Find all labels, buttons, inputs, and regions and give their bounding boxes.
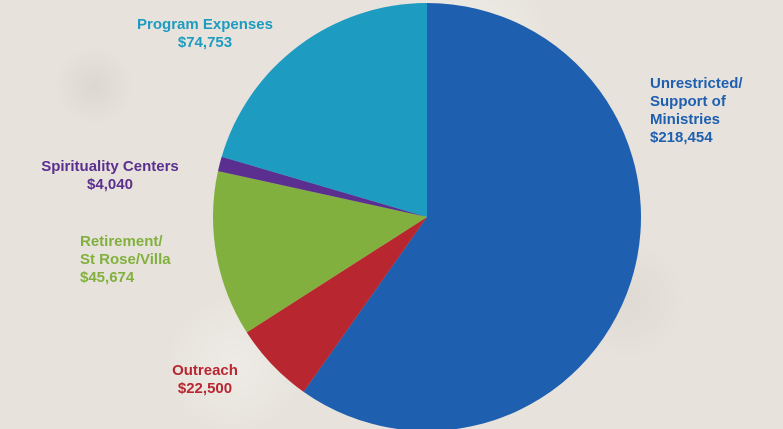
label-program-value: $74,753 — [177, 34, 233, 51]
label-outreach-line-1: Outreach — [172, 362, 238, 379]
label-spirituality-line-1: Spirituality Centers — [41, 158, 179, 175]
pie-slice-outreach — [246, 217, 427, 392]
label-retirement-line-1: Retirement/ — [80, 233, 163, 250]
pie-slice-unrestricted — [303, 3, 641, 429]
label-program-line-1: Program Expenses — [137, 16, 273, 33]
label-unrestricted-value: $218,454 — [650, 129, 713, 146]
label-spirituality: Spirituality Centers $4,040 — [10, 158, 210, 194]
label-unrestricted: Unrestricted/ Support of Ministries $218… — [650, 75, 743, 147]
label-retirement-value: $45,674 — [80, 269, 135, 286]
label-retirement-line-2: St Rose/Villa — [80, 251, 171, 268]
label-unrestricted-line-3: Ministries — [650, 111, 721, 128]
label-retirement: Retirement/ St Rose/Villa $45,674 — [80, 233, 171, 287]
pie-slice-retirement — [212, 171, 427, 333]
label-unrestricted-line-2: Support of — [650, 93, 726, 110]
label-unrestricted-line-1: Unrestricted/ — [650, 75, 743, 92]
pie-slice-program — [221, 3, 427, 217]
label-spirituality-value: $4,040 — [87, 176, 133, 193]
pie-slice-spirituality — [217, 156, 427, 217]
label-outreach-value: $22,500 — [177, 380, 233, 397]
label-program: Program Expenses $74,753 — [105, 16, 305, 52]
label-outreach: Outreach $22,500 — [150, 362, 260, 398]
